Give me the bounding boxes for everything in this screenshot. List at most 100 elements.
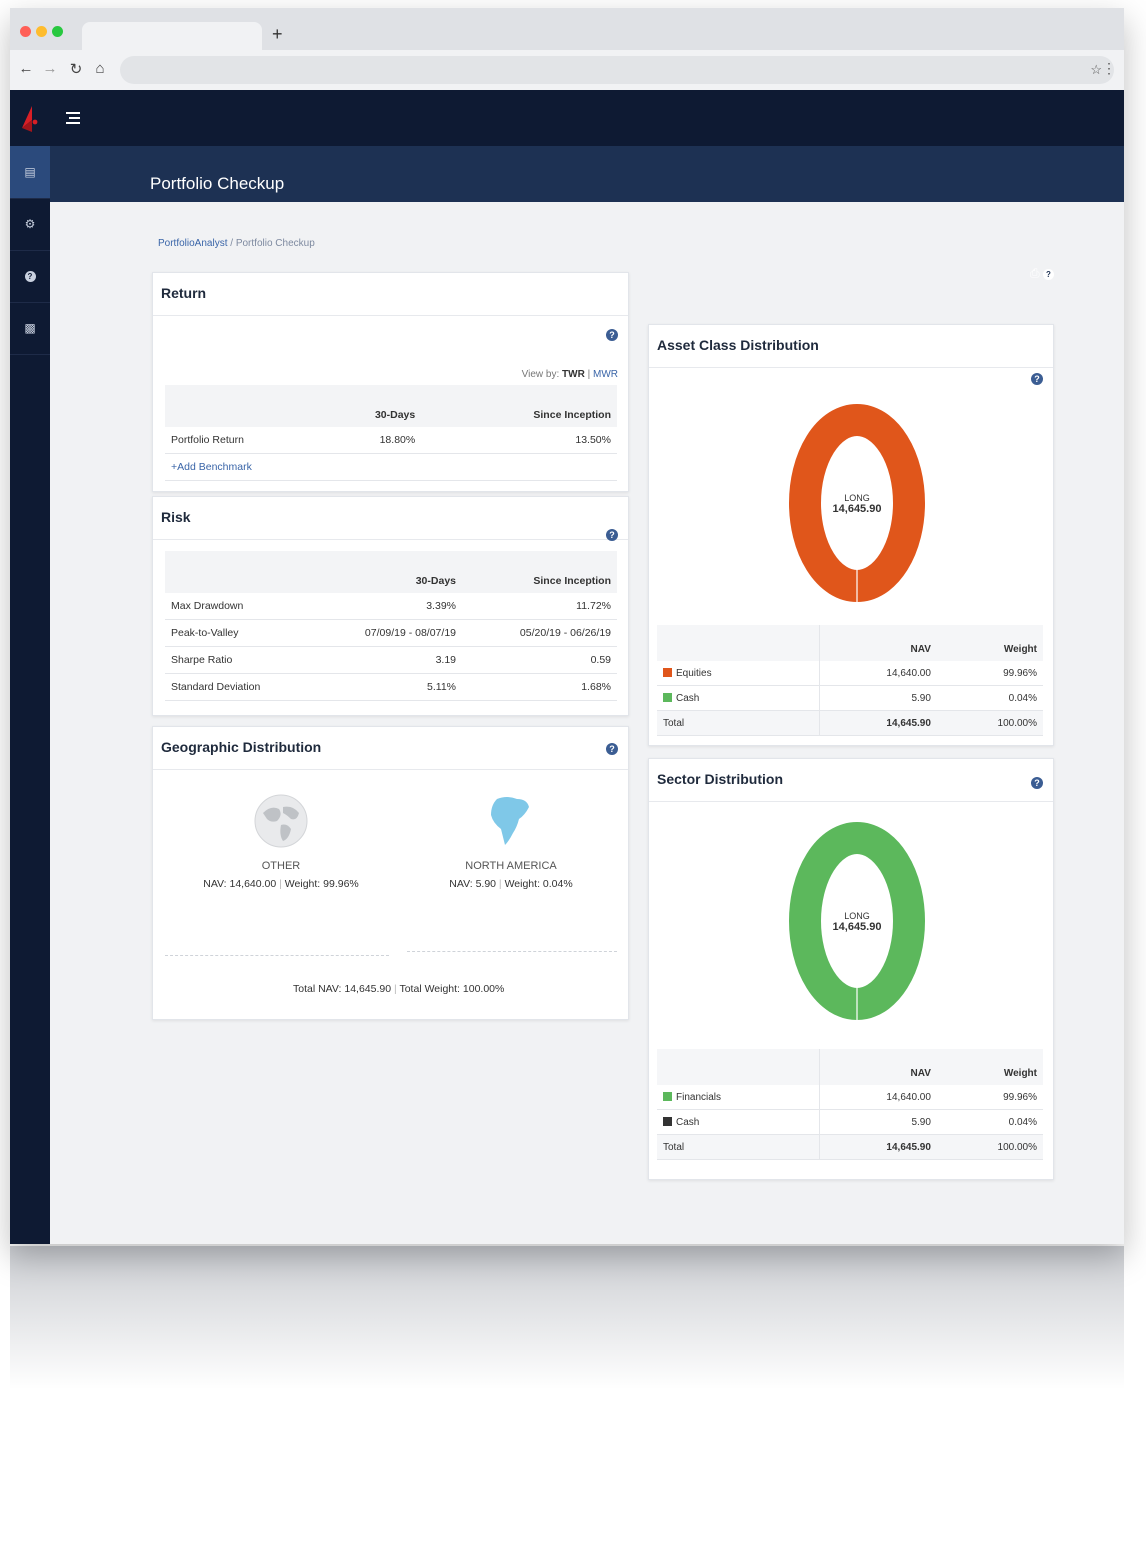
browser-window: + ← → ↻ ⌂ ☆ ⋮ ▤ ⚙ ? ▩ Portfolio Checkup … [10,8,1124,1244]
cell-weight: 99.96% [936,1085,1043,1110]
geographic-card: Geographic Distribution ? OTHER NAV: 14,… [152,726,629,1020]
center-value: 14,645.90 [832,921,882,933]
help-icon[interactable]: ? [606,529,618,541]
divider [407,951,617,953]
sidebar-item-settings[interactable]: ⚙ [10,198,50,251]
sidebar-item-help[interactable]: ? [10,250,50,303]
breadcrumb-link[interactable]: PortfolioAnalyst [158,238,228,249]
view-by-toggle: View by: TWR | MWR [522,369,618,380]
help-icon[interactable]: ? [606,743,618,755]
total-label: Total [657,710,820,736]
return-table: 30-Days Since Inception Portfolio Return… [165,385,617,481]
add-benchmark-link[interactable]: +Add Benchmark [165,453,617,481]
globe-icon [254,794,308,848]
address-bar[interactable] [120,56,1114,84]
nav-value: 14,640.00 [229,878,277,890]
column-header: 30-Days [307,551,462,593]
row-label-text: Equities [676,667,712,679]
return-card: Return ? View by: TWR | MWR 30-Days Sinc… [152,272,629,492]
new-tab-icon[interactable]: + [272,24,283,44]
print-icon[interactable]: ⎙ [1030,266,1040,280]
back-icon[interactable]: ← [18,60,34,77]
help-icon[interactable]: ? [1031,777,1043,789]
weight-value: 99.96% [323,878,359,890]
divider [649,801,1053,802]
close-window-icon[interactable] [20,26,31,37]
maximize-window-icon[interactable] [52,26,63,37]
column-header: Weight [936,1049,1043,1085]
cell-weight: 0.04% [936,685,1043,711]
menu-toggle-icon[interactable] [66,112,80,124]
reload-icon[interactable]: ↻ [69,61,83,78]
region-name: NORTH AMERICA [465,860,557,872]
weight-label: Weight: [504,878,540,890]
card-title: Return [161,285,207,301]
column-header: Since Inception [421,385,617,427]
row-label: Portfolio Return [165,427,307,454]
divider [165,955,389,957]
center-label: LONG [844,493,870,503]
table-row: Max Drawdown 3.39% 11.72% [165,593,617,620]
help-icon[interactable]: ? [1043,269,1054,280]
browser-tab[interactable] [82,22,262,50]
cell-30-days: 07/09/19 - 08/07/19 [307,619,462,647]
column-header: Since Inception [462,551,617,593]
legend-swatch [663,1091,672,1101]
row-label-text: Cash [676,692,700,704]
region-north-america: NORTH AMERICA NAV: 5.90 | Weight: 0.04% [411,793,611,890]
sidebar-item-reports[interactable]: ▤ [10,146,50,199]
row-label: Financials [657,1085,820,1110]
table-row: Cash 5.90 0.04% [657,685,1043,711]
column-header: NAV [818,1049,937,1085]
report-icon: ▩ [24,321,36,335]
sidebar: ▤ ⚙ ? ▩ [10,146,50,1244]
column-header [165,385,307,427]
breadcrumb-separator: / [230,238,234,249]
nav-label: NAV: [449,878,473,890]
weight-value: 0.04% [542,878,573,890]
row-label: Peak-to-Valley [165,619,307,647]
table-row: Cash 5.90 0.04% [657,1109,1043,1135]
region-name: OTHER [261,860,301,872]
browser-menu-icon[interactable]: ⋮ [1102,60,1116,76]
app-top-bar [10,90,1124,146]
legend-swatch [663,667,672,677]
row-label-text: Financials [676,1091,722,1103]
row-label: Standard Deviation [165,673,307,701]
column-header [165,551,307,593]
cell-30-days: 3.19 [307,646,462,674]
sidebar-item-statements[interactable]: ▩ [10,302,50,355]
table-row: Sharpe Ratio 3.19 0.59 [165,646,617,674]
cell-weight: 0.04% [936,1109,1043,1135]
column-header [657,1049,820,1085]
region-other: OTHER NAV: 14,640.00 | Weight: 99.96% [181,793,381,890]
home-icon[interactable]: ⌂ [95,60,105,77]
gears-icon: ⚙ [24,217,36,231]
view-by-mwr[interactable]: MWR [593,369,618,380]
total-row: Total 14,645.90 100.00% [657,710,1043,736]
total-row: Total 14,645.90 100.00% [657,1134,1043,1160]
row-label: Max Drawdown [165,593,307,620]
sector-card: Sector Distribution ? LONG 14,645.90 NAV… [648,758,1054,1180]
center-value: 14,645.90 [832,503,882,515]
cell-since-inception: 1.68% [462,673,617,701]
sector-table: NAV Weight Financials 14,640.00 99.96% C… [657,1049,1043,1160]
cell-weight: 99.96% [936,661,1043,686]
asset-donut-chart [789,404,925,602]
total-weight: 100.00% [936,710,1043,736]
north-america-map-icon [491,797,529,845]
help-icon[interactable]: ? [1031,373,1043,385]
view-by-twr[interactable]: TWR [562,369,585,380]
separator: | [394,983,397,995]
total-weight-label: Total Weight: [399,983,460,995]
legend-swatch [663,692,672,702]
help-icon[interactable]: ? [606,329,618,341]
table-row: Financials 14,640.00 99.96% [657,1085,1043,1110]
row-label: Sharpe Ratio [165,646,307,674]
forward-icon[interactable]: → [42,60,58,77]
bookmark-star-icon[interactable]: ☆ [1090,62,1102,77]
minimize-window-icon[interactable] [36,26,47,37]
cell-30-days: 18.80% [307,427,422,454]
plus-icon: + [171,461,178,473]
cell-30-days: 3.39% [307,593,462,620]
